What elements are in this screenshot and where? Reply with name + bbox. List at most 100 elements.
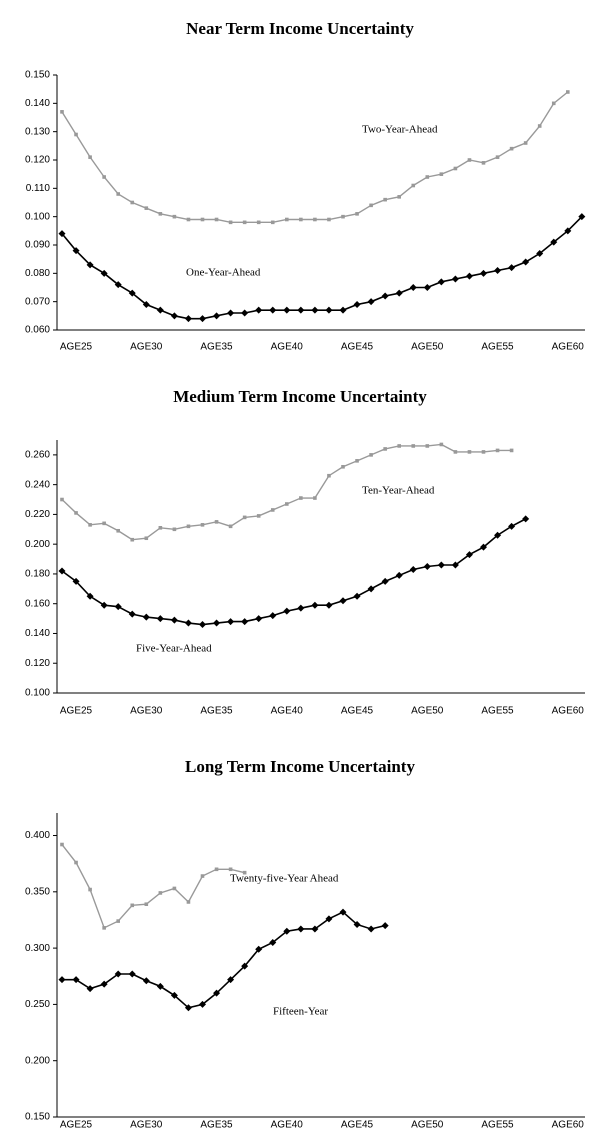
point-marker xyxy=(495,448,500,453)
point-marker xyxy=(297,925,305,933)
point-marker xyxy=(186,900,191,904)
point-marker xyxy=(227,976,235,984)
point-marker xyxy=(465,551,473,559)
series-line xyxy=(61,844,245,929)
point-marker xyxy=(58,230,66,238)
y-tick-label: 0.400 xyxy=(25,830,50,841)
point-marker xyxy=(522,515,530,523)
point-marker xyxy=(299,496,303,500)
point-marker xyxy=(213,989,221,997)
point-marker xyxy=(297,604,305,612)
point-marker xyxy=(60,842,64,847)
x-tick-label: AGE35 xyxy=(200,706,233,717)
point-marker xyxy=(170,312,178,320)
point-marker xyxy=(172,527,177,532)
point-marker xyxy=(58,567,66,575)
point-marker xyxy=(327,217,331,222)
point-marker xyxy=(481,450,486,454)
x-tick-label: AGE25 xyxy=(60,342,93,353)
y-tick-label: 0.150 xyxy=(25,1112,50,1123)
x-tick-label: AGE45 xyxy=(341,706,374,717)
point-marker xyxy=(269,306,277,314)
point-marker xyxy=(184,619,192,627)
point-marker xyxy=(339,306,347,314)
point-marker xyxy=(144,902,149,906)
point-marker xyxy=(158,526,163,530)
point-marker xyxy=(508,264,516,272)
y-tick-label: 0.130 xyxy=(25,126,50,137)
point-marker xyxy=(311,601,319,609)
point-marker xyxy=(381,922,389,930)
point-marker xyxy=(313,496,317,500)
y-tick-label: 0.350 xyxy=(25,886,50,897)
y-tick-label: 0.160 xyxy=(25,598,50,609)
point-marker xyxy=(199,315,206,323)
point-marker xyxy=(114,281,122,289)
point-marker xyxy=(172,214,177,219)
point-marker xyxy=(130,537,135,542)
series-label: Twenty-five-Year Ahead xyxy=(230,873,339,885)
y-tick-label: 0.120 xyxy=(25,155,50,166)
point-marker xyxy=(550,238,558,246)
point-marker xyxy=(270,508,275,512)
x-tick-label: AGE55 xyxy=(481,342,514,353)
point-marker xyxy=(186,524,191,529)
x-tick-label: AGE60 xyxy=(552,342,585,353)
point-marker xyxy=(86,592,94,600)
point-marker xyxy=(114,603,122,611)
point-marker xyxy=(339,908,347,916)
x-tick-label: AGE30 xyxy=(130,342,163,353)
point-marker xyxy=(270,220,275,225)
chart-title: Near Term Income Uncertainty xyxy=(186,19,414,38)
chart-title: Medium Term Income Uncertainty xyxy=(173,387,427,406)
x-tick-label: AGE55 xyxy=(481,1120,514,1131)
point-marker xyxy=(184,315,192,323)
point-marker xyxy=(283,306,291,314)
series-line xyxy=(62,911,386,1009)
point-marker xyxy=(536,250,544,257)
series-label: Ten-Year-Ahead xyxy=(362,485,435,497)
point-marker xyxy=(523,141,528,145)
point-marker xyxy=(522,258,530,266)
point-marker xyxy=(285,502,289,506)
x-tick-label: AGE50 xyxy=(411,706,444,717)
point-marker xyxy=(411,444,416,448)
point-marker xyxy=(100,980,108,988)
point-marker xyxy=(453,450,458,454)
point-marker xyxy=(214,867,219,872)
point-marker xyxy=(494,531,502,539)
point-marker xyxy=(423,284,431,291)
point-marker xyxy=(184,1004,192,1012)
point-marker xyxy=(158,212,163,216)
point-marker xyxy=(578,213,586,221)
y-tick-label: 0.140 xyxy=(25,98,50,109)
y-tick-label: 0.300 xyxy=(25,943,50,954)
point-marker xyxy=(74,132,78,137)
point-marker xyxy=(200,874,205,878)
point-marker xyxy=(100,269,108,277)
point-marker xyxy=(199,1000,206,1008)
point-marker xyxy=(537,124,542,128)
point-marker xyxy=(242,515,247,520)
point-marker xyxy=(74,511,78,515)
x-tick-label: AGE30 xyxy=(130,1120,163,1131)
point-marker xyxy=(228,220,233,225)
point-marker xyxy=(242,870,247,875)
point-marker xyxy=(116,919,120,923)
point-marker xyxy=(142,613,150,621)
point-marker xyxy=(481,161,486,165)
point-marker xyxy=(451,275,459,283)
series-line xyxy=(61,518,527,626)
point-marker xyxy=(199,621,206,629)
series-label: Two-Year-Ahead xyxy=(362,124,438,136)
point-marker xyxy=(156,615,164,623)
point-marker xyxy=(60,110,64,114)
point-marker xyxy=(353,920,361,928)
y-tick-label: 0.100 xyxy=(25,211,50,222)
x-tick-label: AGE40 xyxy=(271,706,304,717)
point-marker xyxy=(102,175,106,179)
point-marker xyxy=(325,915,333,923)
point-marker xyxy=(409,565,417,573)
point-marker xyxy=(381,292,389,300)
x-tick-label: AGE45 xyxy=(341,342,374,353)
